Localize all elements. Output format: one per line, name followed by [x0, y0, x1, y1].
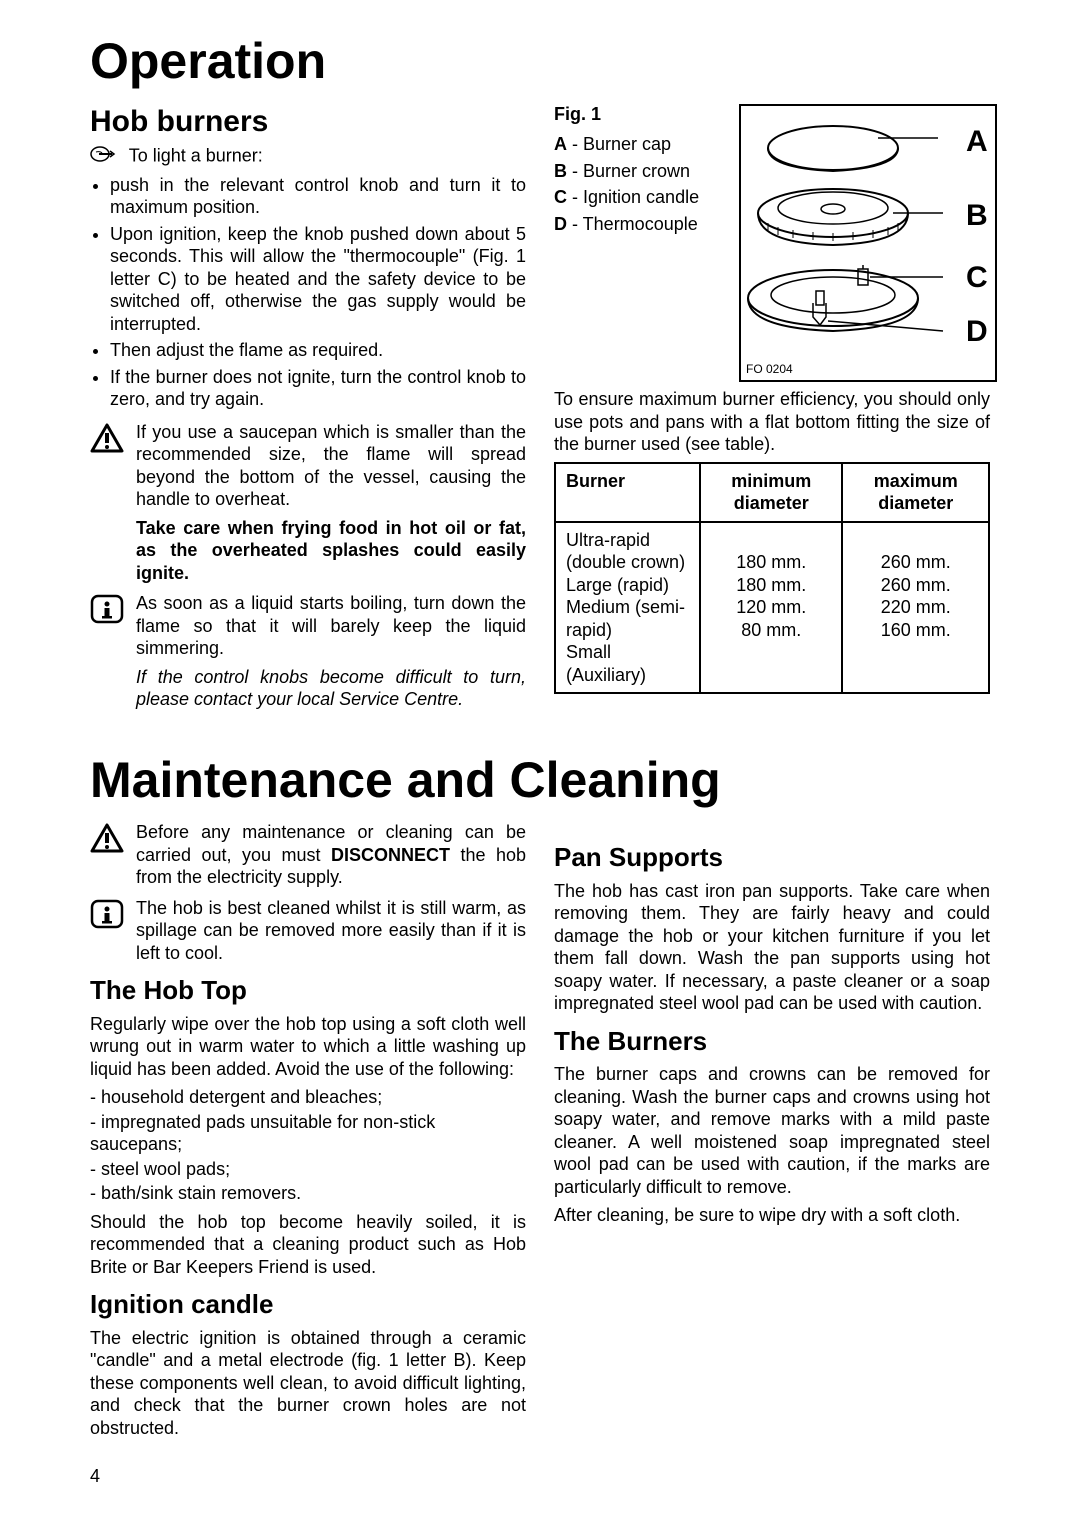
burner-instruction-list: push in the relevant control knob and tu…	[90, 174, 526, 411]
hob-top-para2: Should the hob top become heavily soiled…	[90, 1211, 526, 1279]
heading-ignition-candle: Ignition candle	[90, 1288, 526, 1321]
operation-right-col: Fig. 1 A - Burner cap B - Burner crown C…	[554, 103, 990, 719]
heading-pan-supports: Pan Supports	[554, 841, 990, 874]
list-item: Upon ignition, keep the knob pushed down…	[110, 223, 526, 336]
list-item: - impregnated pads unsuitable for non-st…	[90, 1111, 526, 1156]
list-item: - household detergent and bleaches;	[90, 1086, 526, 1109]
heading-maintenance: Maintenance and Cleaning	[90, 749, 990, 812]
heading-operation: Operation	[90, 30, 990, 93]
maintenance-info: The hob is best cleaned whilst it is sti…	[136, 897, 526, 965]
burner-diagram: A	[738, 103, 998, 389]
intro-row: To light a burner:	[90, 144, 526, 170]
efficiency-para: To ensure maximum burner efficiency, you…	[554, 388, 990, 456]
table-header: minimum diameter	[700, 463, 842, 522]
list-item: Then adjust the flame as required.	[110, 339, 526, 362]
hob-top-para1: Regularly wipe over the hob top using a …	[90, 1013, 526, 1081]
operation-left-col: Hob burners To light a burner: push in t…	[90, 103, 526, 719]
info-box-icon	[90, 897, 126, 965]
info-box-icon	[90, 592, 126, 711]
warning-text: If you use a saucepan which is smaller t…	[136, 422, 526, 510]
figure-code: FO 0204	[746, 362, 793, 376]
svg-text:A: A	[966, 125, 988, 158]
legend-d: Thermocouple	[583, 214, 698, 234]
heading-the-burners: The Burners	[554, 1025, 990, 1058]
maintenance-left-col: Before any maintenance or cleaning can b…	[90, 821, 526, 1445]
svg-text:D: D	[966, 315, 988, 348]
list-item: - steel wool pads;	[90, 1158, 526, 1181]
figure-legend: A - Burner cap B - Burner crown C - Igni…	[554, 133, 724, 235]
legend-b: Burner crown	[583, 161, 690, 181]
pan-supports-para: The hob has cast iron pan supports. Take…	[554, 880, 990, 1015]
legend-c: Ignition candle	[583, 187, 699, 207]
page-number: 4	[90, 1465, 990, 1488]
list-item: - bath/sink stain removers.	[90, 1182, 526, 1205]
table-row: Ultra-rapid(double crown)Large (rapid)Me…	[555, 522, 989, 694]
burners-para2: After cleaning, be sure to wipe dry with…	[554, 1204, 990, 1227]
list-item: If the burner does not ignite, turn the …	[110, 366, 526, 411]
table-header: Burner	[555, 463, 700, 522]
burner-size-table: Burner minimum diameter maximum diameter…	[554, 462, 990, 695]
pointing-hand-icon	[90, 144, 118, 170]
svg-text:C: C	[966, 261, 988, 294]
figure-label: Fig. 1	[554, 103, 724, 126]
warning-triangle-icon	[90, 421, 126, 585]
heading-hob-top: The Hob Top	[90, 974, 526, 1007]
table-header: maximum diameter	[842, 463, 989, 522]
legend-a: Burner cap	[583, 134, 671, 154]
ignition-para: The electric ignition is obtained throug…	[90, 1327, 526, 1440]
burners-para1: The burner caps and crowns can be remove…	[554, 1063, 990, 1198]
svg-text:B: B	[966, 199, 988, 232]
intro-text: To light a burner:	[129, 146, 263, 166]
list-item: push in the relevant control knob and tu…	[110, 174, 526, 219]
maintenance-warning: Before any maintenance or cleaning can b…	[136, 821, 526, 889]
heading-hob-burners: Hob burners	[90, 103, 526, 141]
warning-bold: Take care when frying food in hot oil or…	[136, 517, 526, 585]
info-italic: If the control knobs become difficult to…	[136, 666, 526, 711]
maintenance-right-col: Pan Supports The hob has cast iron pan s…	[554, 821, 990, 1445]
info-text: As soon as a liquid starts boiling, turn…	[136, 593, 526, 658]
warning-triangle-icon	[90, 821, 126, 889]
hob-top-avoid-list: - household detergent and bleaches; - im…	[90, 1086, 526, 1205]
